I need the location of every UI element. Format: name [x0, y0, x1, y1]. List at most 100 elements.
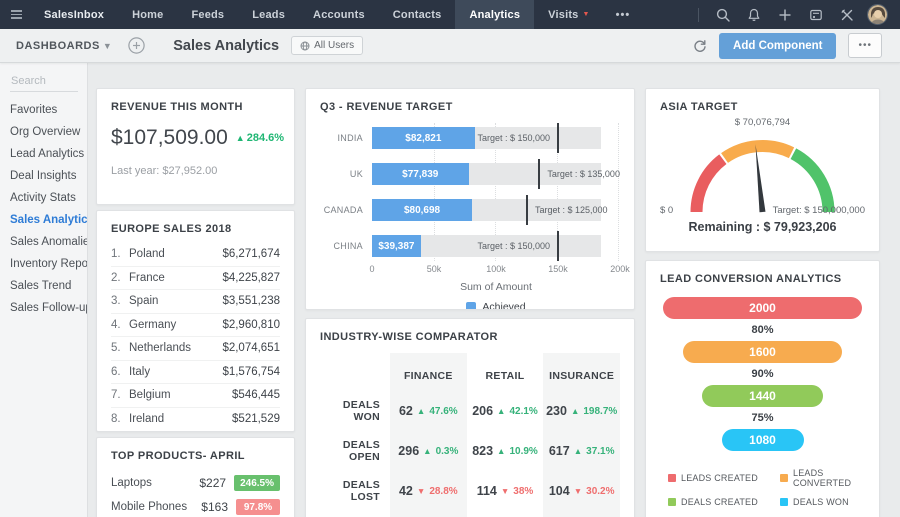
asia-target-card: ASIA TARGET $ 70,076,794 $ 0 Target: $ 1… [645, 88, 880, 252]
funnel-legend: LEADS CREATED LEADS CONVERTED DEALS CREATE… [660, 468, 865, 507]
legend-swatch [668, 474, 676, 482]
country-name: Netherlands [129, 342, 192, 355]
country-name: Italy [129, 365, 151, 378]
nav-more-button[interactable]: ••• [615, 8, 631, 21]
down-arrow-icon: ▼ [416, 486, 426, 496]
sidebar-item-favorites[interactable]: Favorites [10, 103, 58, 116]
up-arrow-icon: ▲ [416, 406, 426, 416]
europe-sales-row: 5. Netherlands $2,074,651 [111, 337, 280, 361]
sidebar-search-input[interactable] [10, 71, 78, 92]
target-marker [557, 123, 559, 153]
funnel-stage-deals-won: 1080 [721, 429, 804, 451]
add-icon[interactable] [774, 4, 796, 26]
row-label-column: DEALS WON DEALS OPEN DEALS LOST [320, 353, 390, 517]
industry-comparator-card: INDUSTRY-WISE COMPARATOR DEALS WON DEALS … [305, 318, 635, 517]
sidebar-item-sales-anomalies[interactable]: Sales Anomalies [10, 235, 87, 248]
sales-value: $521,529 [232, 413, 280, 426]
q3-revenue-target-card: Q3 - REVENUE TARGET INDIA $82,821 Target :… [305, 88, 635, 310]
brand-salesinbox[interactable]: SalesInbox [44, 8, 105, 21]
achieved-value-label: $82,821 [405, 132, 442, 144]
achieved-bar: $80,698 [372, 199, 473, 221]
product-metrics: $227 246.5% [199, 475, 280, 491]
conversion-funnel: 2000 80% 1600 90% 1440 75% 1080 [660, 297, 865, 451]
user-avatar[interactable] [867, 4, 888, 25]
add-component-button[interactable]: Add Component [719, 32, 837, 59]
panel-icon[interactable] [805, 4, 827, 26]
search-icon[interactable] [712, 4, 734, 26]
metric-change-pct: 37.1% [586, 445, 615, 457]
gauge-min-label: $ 0 [660, 205, 674, 216]
nav-divider [698, 7, 699, 22]
country-name: France [129, 271, 165, 284]
up-arrow-icon: ▲ [573, 446, 583, 456]
rank-label: 6. [111, 365, 121, 378]
tools-icon[interactable] [836, 4, 858, 26]
sales-value: $546,445 [232, 389, 280, 402]
bar-plot: $80,698 Target : $ 125,000 [372, 195, 620, 225]
industry-column-insurance: INSURANCE 230 ▲ 198.7% 617 ▲ 37.1% 104 ▼ 30.2% [543, 353, 621, 517]
sidebar-item-sales-trend[interactable]: Sales Trend [10, 279, 72, 292]
bell-icon[interactable] [743, 4, 765, 26]
achieved-bar: $82,821 [372, 127, 475, 149]
europe-sales-row: 2. France $4,225,827 [111, 267, 280, 290]
axis-tick-label: 0 [369, 264, 375, 274]
metric-change-pct: 28.8% [429, 485, 458, 497]
down-arrow-icon: ▼ [573, 486, 583, 496]
sidebar-item-activity-stats[interactable]: Activity Stats [10, 191, 76, 204]
sidebar-item-inventory-reports[interactable]: Inventory Reports [10, 257, 87, 270]
europe-sales-card: EUROPE SALES 2018 1. Poland $6,271,674 2. Fr… [96, 210, 295, 432]
metric-value: 617 [548, 444, 570, 458]
sidebar-item-lead-analytics[interactable]: Lead Analytics [10, 147, 85, 160]
gauge-segment-1 [721, 140, 795, 164]
refresh-icon[interactable] [693, 39, 707, 53]
nav-tab-accounts[interactable]: Accounts [313, 8, 365, 21]
sales-value: $1,576,754 [222, 365, 280, 378]
add-dashboard-icon[interactable] [128, 37, 145, 54]
change-badge: 246.5% [234, 475, 280, 491]
toolbar-more-button[interactable]: ••• [848, 33, 882, 58]
revenue-value: $107,509.00 [111, 126, 228, 149]
all-users-chip[interactable]: All Users [291, 36, 364, 55]
sidebar-item-org-overview[interactable]: Org Overview [10, 125, 81, 138]
card-title: TOP PRODUCTS- APRIL [111, 450, 245, 462]
nav-tab-home[interactable]: Home [132, 8, 164, 21]
europe-sales-row: 1. Poland $6,271,674 [111, 243, 280, 267]
sidebar-item-deal-insights[interactable]: Deal Insights [10, 169, 77, 182]
product-metrics: $163 97.8% [201, 499, 280, 515]
conversion-rate: 80% [751, 324, 774, 336]
sales-value: $3,551,238 [222, 295, 280, 308]
toolbar-actions: Add Component ••• [693, 32, 882, 59]
legend-swatch [668, 498, 676, 506]
achieved-value-label: $39,387 [378, 240, 415, 252]
product-value: $163 [201, 500, 228, 514]
sidebar-item-sales-follow-up-tracker[interactable]: Sales Follow-up Tracker [10, 301, 87, 314]
metric-value: 42 [398, 484, 413, 498]
funnel-stage-deals-created: 1440 [702, 385, 823, 407]
card-title: ASIA TARGET [660, 101, 738, 113]
funnel-stage-leads-created: 2000 [663, 297, 862, 319]
nav-tab-leads[interactable]: Leads [252, 8, 286, 21]
nav-tab-visits[interactable]: Visits ▼ [548, 8, 590, 21]
product-row: Mobile Phones $163 97.8% [111, 495, 280, 517]
sidebar-item-sales-analytics[interactable]: Sales Analytics [10, 213, 87, 226]
hamburger-menu-icon[interactable] [0, 0, 30, 29]
nav-tab-feeds[interactable]: Feeds [191, 8, 225, 21]
europe-sales-row: 4. Germany $2,960,810 [111, 314, 280, 337]
dashboards-dropdown[interactable]: DASHBOARDS ▼ [16, 40, 112, 52]
sales-value: $4,225,827 [222, 271, 280, 284]
top-products-card: TOP PRODUCTS- APRIL Laptops $227 246.5% Mob… [96, 437, 295, 517]
nav-tabs: Home Feeds Leads Accounts Contacts Analytics V… [118, 0, 604, 29]
nav-tab-analytics[interactable]: Analytics [455, 0, 535, 29]
bar-plot: $82,821 Target : $ 150,000 [372, 123, 620, 153]
page-title: Sales Analytics [173, 37, 280, 54]
target-label: Target : $ 150,000 [477, 241, 550, 251]
nav-tab-contacts[interactable]: Contacts [392, 8, 442, 21]
legend-item-deals-won: DEALS WON [780, 497, 865, 507]
revenue-this-month-card: REVENUE THIS MONTH $107,509.00 ▲ 284.6% L… [96, 88, 295, 205]
product-row: Laptops $227 246.5% [111, 471, 280, 495]
metric-cell: 617 ▲ 37.1% [543, 431, 620, 471]
card-title: Q3 - REVENUE TARGET [320, 101, 453, 113]
category-label: CHINA [333, 241, 363, 251]
europe-sales-list: 1. Poland $6,271,674 2. France $4,225,827 3. Sp… [111, 243, 280, 431]
metric-value: 206 [472, 404, 494, 418]
